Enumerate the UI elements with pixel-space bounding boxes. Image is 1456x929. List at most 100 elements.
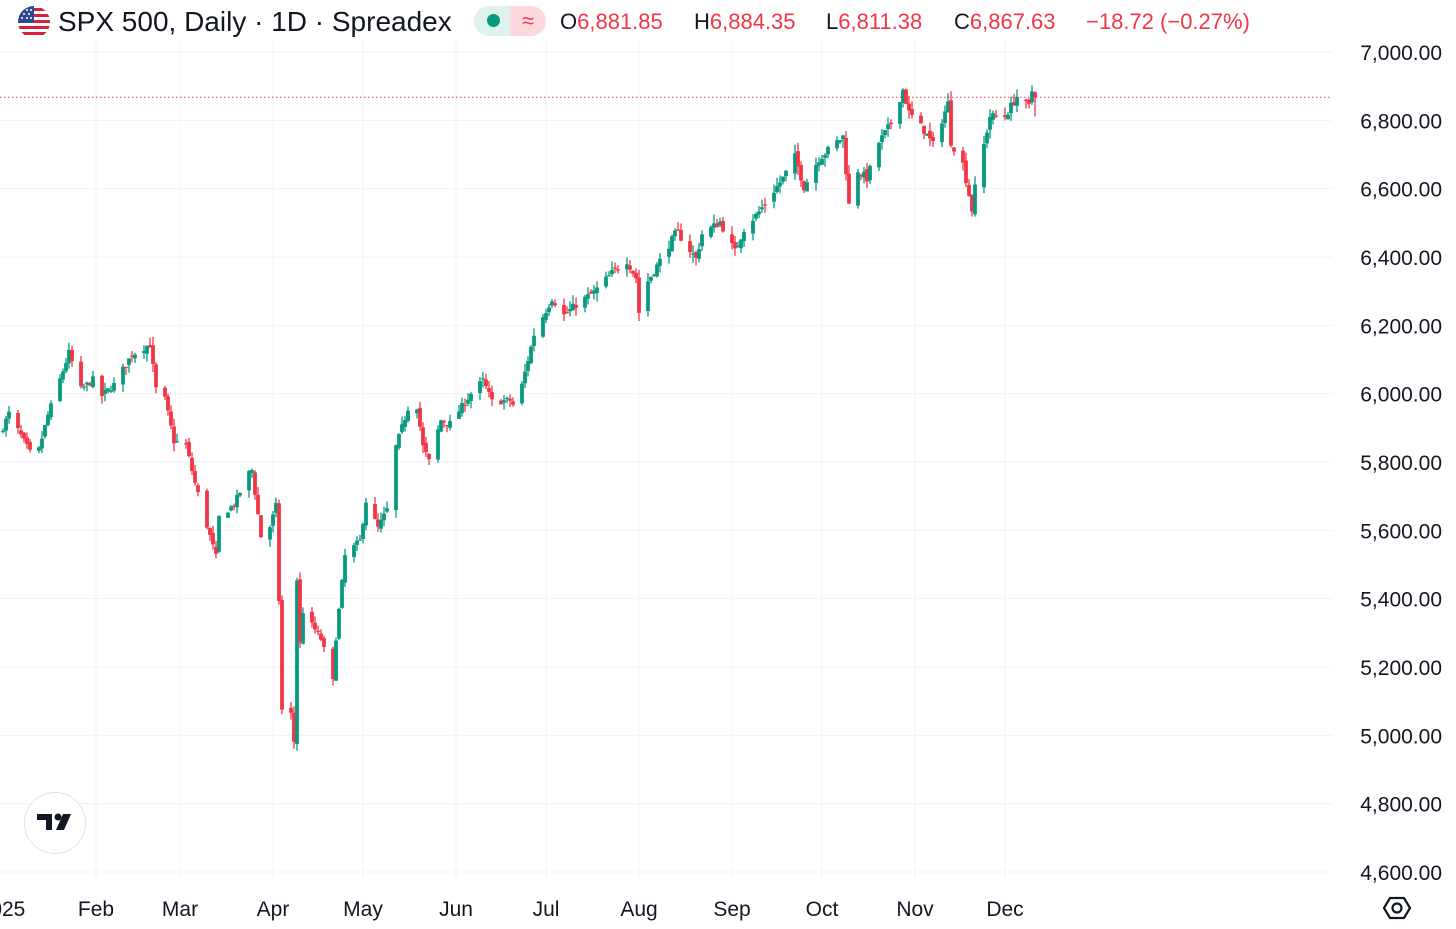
candle	[583, 294, 587, 313]
candle	[22, 431, 26, 443]
candle	[847, 165, 851, 205]
candle	[940, 119, 944, 148]
close-value: 6,867.63	[969, 9, 1056, 34]
candle	[529, 344, 533, 365]
candle	[595, 281, 599, 302]
candle	[196, 482, 200, 497]
settings-icon[interactable]	[1382, 893, 1412, 923]
candle	[523, 363, 527, 389]
candle	[655, 262, 659, 278]
us-flag-icon	[18, 6, 50, 38]
candle	[760, 199, 764, 213]
candle	[490, 385, 494, 407]
candle	[532, 328, 536, 352]
candle	[886, 117, 890, 137]
y-tick-label: 5,000.00	[1360, 725, 1442, 748]
y-tick-label: 5,600.00	[1360, 520, 1442, 543]
candle	[379, 512, 383, 533]
candle	[193, 464, 197, 486]
candle	[28, 438, 32, 453]
candle	[163, 385, 167, 401]
candle	[781, 176, 785, 185]
candle	[499, 399, 503, 405]
candle	[478, 377, 482, 401]
candle	[37, 446, 41, 454]
candle	[148, 337, 152, 348]
x-tick-label: 2025	[0, 898, 25, 921]
candle	[592, 285, 596, 300]
candle	[214, 540, 218, 559]
candle	[691, 245, 695, 263]
change-value: −18.72 (−0.27%)	[1086, 9, 1250, 34]
candle	[1012, 93, 1016, 107]
candle	[64, 357, 68, 374]
candle	[253, 470, 257, 500]
candle	[58, 374, 62, 403]
y-tick-label: 6,800.00	[1360, 110, 1442, 133]
candle	[634, 268, 638, 284]
candle	[637, 269, 641, 322]
candle	[988, 109, 992, 139]
candle	[310, 607, 314, 628]
candle	[574, 297, 578, 316]
candle	[568, 301, 572, 317]
tradingview-logo-icon[interactable]	[24, 792, 86, 854]
open-label: O	[560, 9, 578, 34]
candle	[697, 242, 701, 263]
candle	[925, 133, 929, 136]
market-status-pill[interactable]: ≈	[474, 6, 546, 36]
candle	[289, 701, 293, 720]
candle	[190, 452, 194, 476]
candle	[124, 366, 128, 376]
time-axis[interactable]: 2025 Feb Mar Apr May Jun Jul Aug Sep Oct Nov Dec	[0, 898, 1024, 921]
x-tick-label: Jul	[533, 898, 560, 921]
candle	[550, 299, 554, 309]
approx-icon: ≈	[521, 8, 535, 33]
candle	[817, 156, 821, 172]
candle	[142, 345, 146, 360]
candle	[319, 629, 323, 642]
y-tick-label: 6,400.00	[1360, 247, 1442, 270]
candle	[865, 163, 869, 189]
candle	[730, 226, 734, 250]
candle	[907, 95, 911, 119]
candle	[820, 155, 824, 166]
candle	[613, 262, 617, 274]
candle	[106, 388, 110, 394]
candle	[982, 135, 986, 194]
candle	[985, 129, 989, 149]
candle	[448, 414, 452, 431]
candle	[187, 437, 191, 458]
candle	[898, 102, 902, 129]
candle	[520, 381, 524, 406]
candle	[949, 91, 953, 148]
candle	[247, 469, 251, 498]
candle	[658, 253, 662, 273]
y-tick-label: 7,000.00	[1360, 42, 1442, 65]
candle	[7, 405, 11, 424]
x-tick-label: Feb	[78, 898, 114, 921]
low-value: 6,811.38	[838, 9, 923, 34]
candle	[232, 503, 236, 511]
candle	[385, 501, 389, 513]
candle	[82, 383, 86, 391]
x-tick-label: Sep	[713, 898, 750, 921]
candle	[904, 88, 908, 105]
price-axis[interactable]: 7,000.00 6,800.00 6,600.00 6,400.00 6,200.00…	[1360, 42, 1442, 885]
candle	[799, 161, 803, 187]
candle	[625, 257, 629, 277]
candle	[487, 381, 491, 398]
candle	[61, 368, 65, 384]
symbol-title[interactable]: SPX 500, Daily · 1D · Spreadex	[58, 6, 452, 37]
candle	[463, 398, 467, 412]
ohlc-high: H6,884.35	[694, 8, 796, 36]
candle	[946, 93, 950, 113]
ohlc-close: C6,867.63	[954, 8, 1056, 36]
candle	[694, 250, 698, 266]
candle	[382, 506, 386, 527]
candle	[175, 433, 179, 443]
candle	[1024, 98, 1028, 109]
candle	[457, 405, 461, 419]
candle	[352, 542, 356, 563]
